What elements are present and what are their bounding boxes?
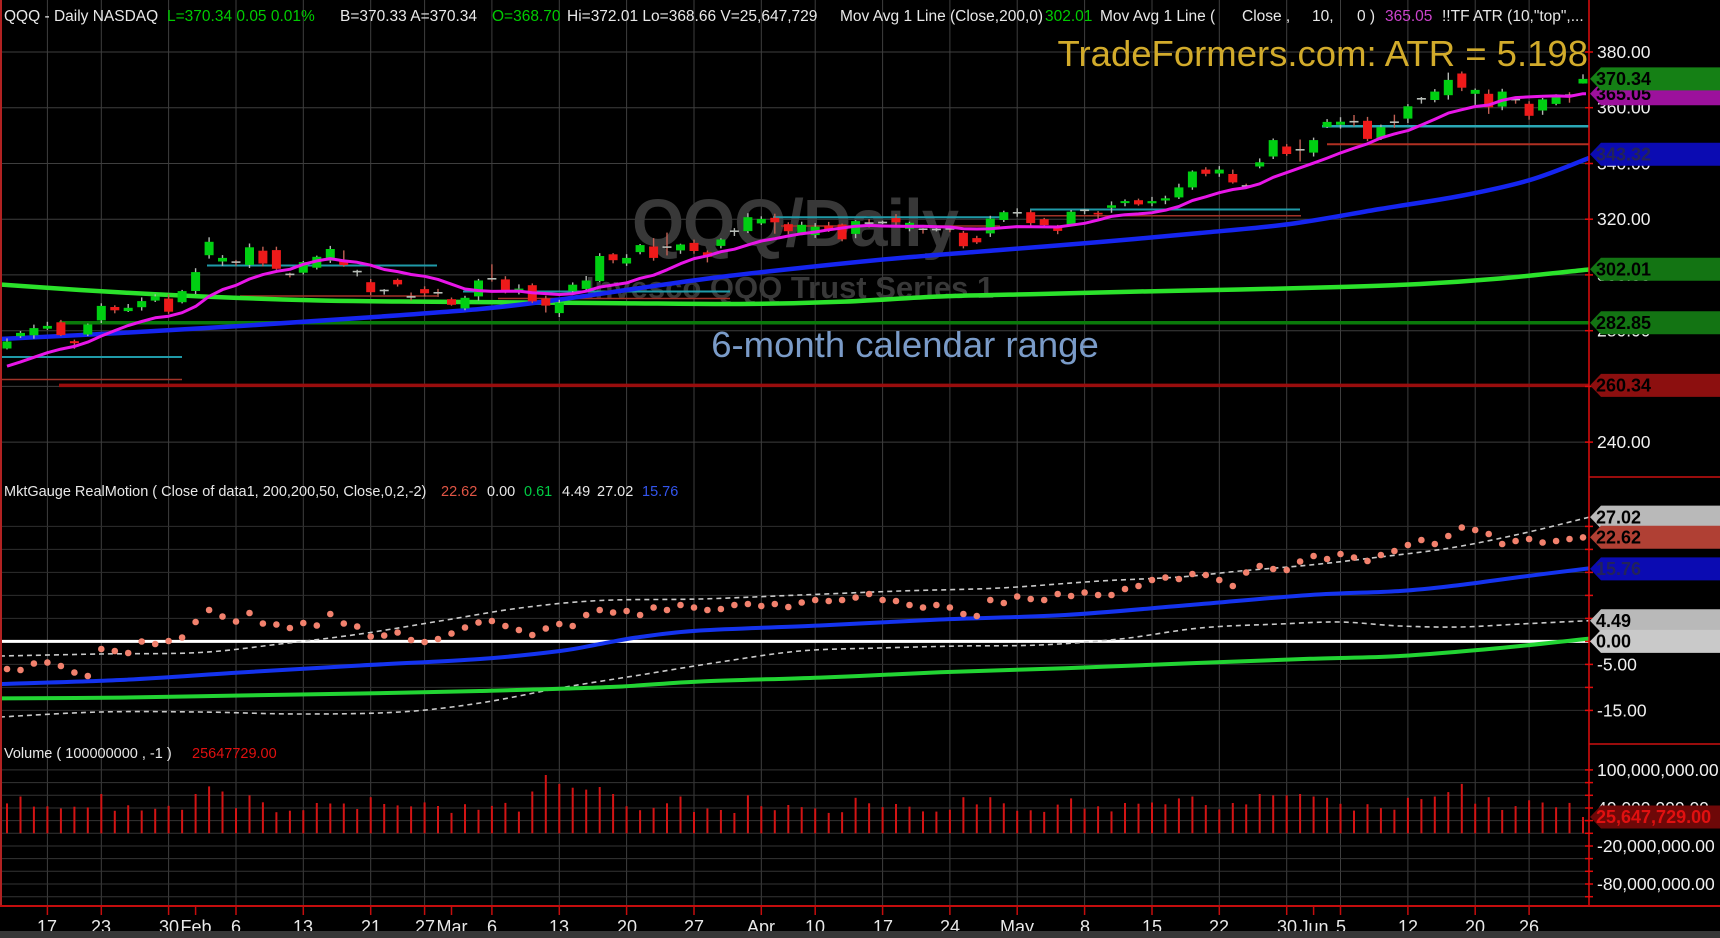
svg-text:Close ,: Close ,: [1242, 8, 1290, 25]
svg-text:L=370.34 0.05 0.01%: L=370.34 0.05 0.01%: [167, 8, 315, 25]
svg-text:O=368.70: O=368.70: [492, 8, 561, 25]
svg-text:-20,000,000.00: -20,000,000.00: [1597, 836, 1715, 856]
svg-text:0.61: 0.61: [524, 484, 552, 500]
svg-text:MktGauge RealMotion ( Close o: MktGauge RealMotion ( Close of data1, 20…: [4, 484, 426, 500]
svg-text:Mov Avg 1 Line (: Mov Avg 1 Line (: [1100, 8, 1216, 25]
svg-text:4.49: 4.49: [1596, 611, 1631, 631]
svg-text:25647729.00: 25647729.00: [192, 746, 277, 762]
svg-text:302.01: 302.01: [1045, 8, 1092, 25]
svg-text:15.76: 15.76: [1596, 559, 1641, 579]
svg-text:8: 8: [1080, 917, 1090, 937]
svg-text:370.34: 370.34: [1596, 69, 1651, 89]
svg-text:380.00: 380.00: [1597, 42, 1651, 62]
svg-text:TradeFormers.com: ATR = 5.198: TradeFormers.com: ATR = 5.198: [1058, 33, 1588, 74]
svg-text:6-month calendar range: 6-month calendar range: [711, 324, 1099, 365]
svg-text:Mov Avg 1 Line (Close,200,0): Mov Avg 1 Line (Close,200,0): [840, 8, 1043, 25]
svg-text:302.01: 302.01: [1596, 260, 1651, 280]
svg-text:6: 6: [231, 917, 241, 937]
svg-text:4.49: 4.49: [562, 484, 590, 500]
svg-text:22.62: 22.62: [441, 484, 477, 500]
svg-text:27.02: 27.02: [597, 484, 633, 500]
svg-text:320.00: 320.00: [1597, 209, 1651, 229]
svg-text:282.85: 282.85: [1596, 313, 1651, 333]
svg-text:240.00: 240.00: [1597, 432, 1651, 452]
svg-text:0.00: 0.00: [487, 484, 515, 500]
svg-text:22.62: 22.62: [1596, 528, 1641, 548]
svg-text:0.00: 0.00: [1596, 632, 1631, 652]
svg-text:Hi=372.01 Lo=368.66 V=25,647: Hi=372.01 Lo=368.66 V=25,647,729: [567, 8, 817, 25]
svg-text:-5.00: -5.00: [1597, 654, 1637, 674]
svg-text:100,000,000.00: 100,000,000.00: [1597, 760, 1719, 780]
svg-text:10,: 10,: [1312, 8, 1334, 25]
svg-text:260.34: 260.34: [1596, 376, 1651, 396]
svg-text:365.05: 365.05: [1385, 8, 1432, 25]
svg-text:25,647,729.00: 25,647,729.00: [1596, 807, 1711, 827]
svg-text:6: 6: [487, 917, 497, 937]
svg-text:-80,000,000.00: -80,000,000.00: [1597, 874, 1715, 894]
svg-text:B=370.33 A=370.34: B=370.33 A=370.34: [340, 8, 477, 25]
svg-text:Volume ( 100000000 , -1 ): Volume ( 100000000 , -1 ): [4, 746, 172, 762]
svg-text:0 ): 0 ): [1357, 8, 1375, 25]
svg-text:27.02: 27.02: [1596, 507, 1641, 527]
svg-text:343.32: 343.32: [1596, 144, 1651, 164]
svg-text:5: 5: [1336, 917, 1346, 937]
svg-text:-15.00: -15.00: [1597, 700, 1647, 720]
svg-text:!!TF ATR (10,"top",...: !!TF ATR (10,"top",...: [1442, 8, 1584, 25]
svg-text:15.76: 15.76: [642, 484, 678, 500]
svg-text:QQQ - Daily NASDAQ: QQQ - Daily NASDAQ: [4, 8, 158, 25]
